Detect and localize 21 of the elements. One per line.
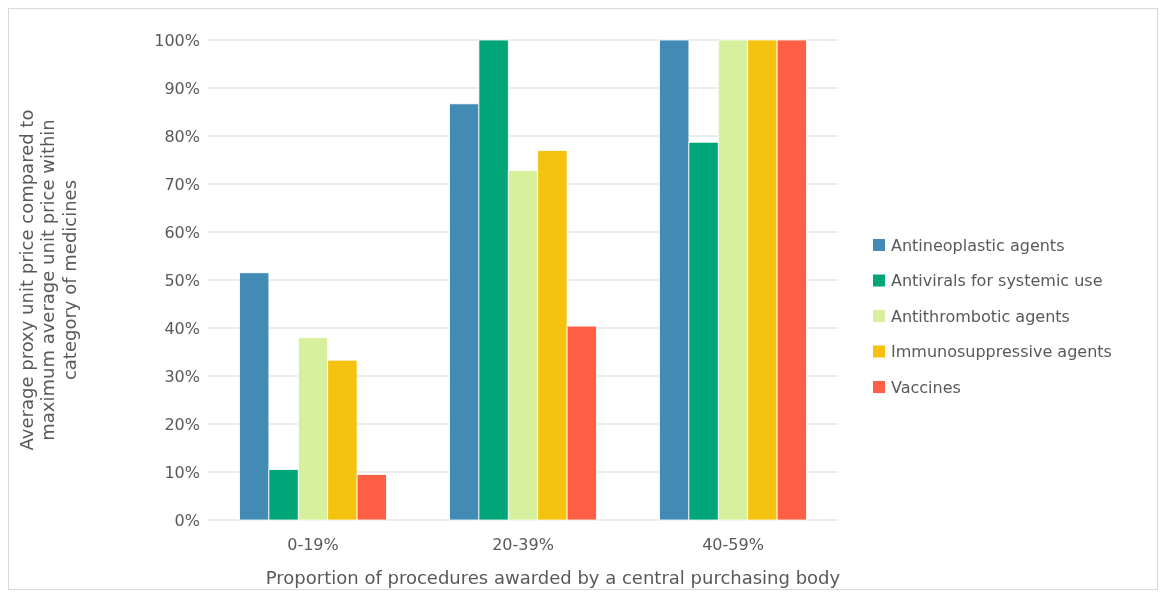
x-tick-label: 40-59% xyxy=(702,535,764,554)
y-tick-label: 90% xyxy=(164,78,200,98)
x-tick-label: 0-19% xyxy=(287,535,339,554)
y-tick-label: 80% xyxy=(164,126,200,146)
y-tick-label: 0% xyxy=(174,510,200,530)
y-tick-label: 40% xyxy=(164,318,200,338)
y-tick-label: 100% xyxy=(154,30,200,50)
legend-label: Vaccines xyxy=(891,377,961,397)
legend-label: Antineoplastic agents xyxy=(891,235,1065,255)
y-tick-label: 10% xyxy=(164,462,200,482)
y-tick-label: 50% xyxy=(164,270,200,290)
x-axis-title: Proportion of procedures awarded by a central purchasing body xyxy=(265,567,841,588)
legend-label: Immunosuppressive agents xyxy=(891,342,1112,362)
y-tick-label: 60% xyxy=(164,222,200,242)
y-axis-title: Average proxy unit price compared to maximum average unit price within category of medicines xyxy=(15,109,80,451)
legend-label: Antithrombotic agents xyxy=(891,306,1070,326)
legend-label: Antivirals for systemic use xyxy=(891,271,1103,291)
x-tick-label: 20-39% xyxy=(492,535,554,554)
y-tick-label: 70% xyxy=(164,174,200,194)
y-tick-label: 20% xyxy=(164,414,200,434)
y-tick-label: 30% xyxy=(164,366,200,386)
